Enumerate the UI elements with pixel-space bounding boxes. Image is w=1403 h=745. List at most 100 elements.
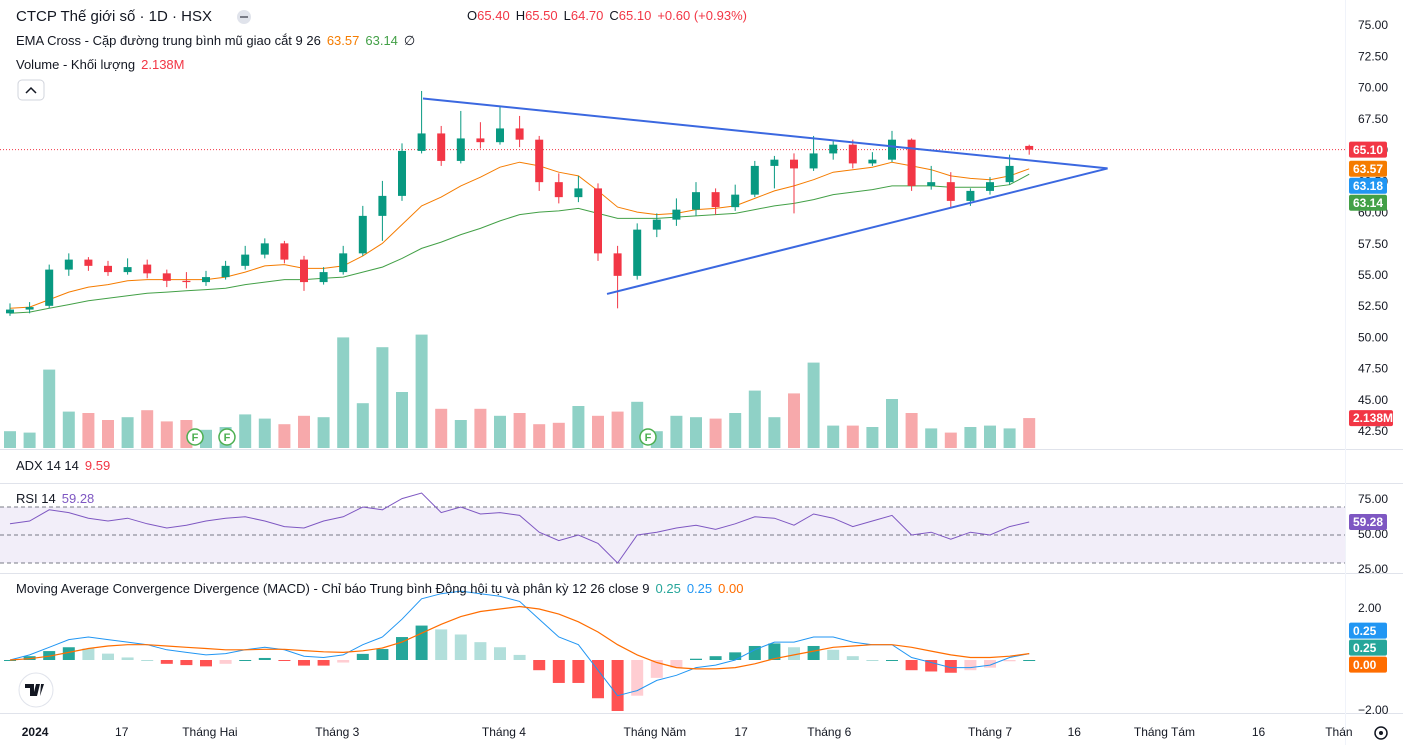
candle-body: [535, 139, 544, 183]
candle-body: [476, 138, 485, 143]
histogram-bar: [317, 660, 330, 666]
candle: [378, 180, 387, 241]
volume-bar: [572, 406, 585, 448]
histogram-bar: [180, 660, 193, 666]
volume-bar: [925, 428, 938, 448]
histogram-bar: [964, 660, 977, 671]
volume-bar: [709, 418, 722, 448]
candle-body: [574, 188, 583, 198]
collapse-icon: [25, 86, 37, 94]
header-line: CTCP Thế giới số · 1D · HSX O65.40 H65.50 L…: [16, 8, 747, 25]
candle-body: [986, 182, 994, 191]
candle: [358, 205, 367, 256]
histogram-bar: [23, 656, 36, 660]
candle: [202, 270, 210, 286]
histogram-bar: [200, 660, 212, 667]
collapse-button[interactable]: [17, 79, 45, 101]
x-tick-label: Tháng 7: [968, 725, 1012, 739]
y-tick-label: 42.50: [1358, 424, 1388, 438]
candle: [829, 140, 838, 160]
volume-bar: [944, 432, 957, 448]
candle-body: [456, 138, 465, 161]
legend-item: O: [467, 8, 477, 23]
candle-body: [437, 133, 446, 161]
volume-bar: [23, 432, 36, 448]
histogram-bar: [846, 656, 859, 660]
tv-logo: [18, 672, 54, 708]
candle-body: [790, 159, 798, 169]
candle: [594, 183, 602, 261]
candle-body: [339, 253, 348, 273]
volume-bar: [846, 425, 859, 448]
legend-item: 59.28: [62, 491, 95, 506]
price-pill-label: 63.14: [1353, 196, 1383, 210]
candle: [496, 105, 504, 145]
price-pill-label: 0.25: [1353, 624, 1377, 638]
legend-item: EMA Cross - Cặp đường trung bình mũ giao…: [16, 33, 321, 48]
y-tick-label: 2.00: [1358, 601, 1382, 615]
volume-legend: Volume - Khối lượng 2.138M: [16, 57, 185, 72]
histogram-bar: [788, 647, 800, 660]
logo-mark: [25, 684, 44, 696]
histogram-bar: [356, 653, 369, 660]
y-tick-label: 75.00: [1358, 492, 1388, 506]
candle: [84, 257, 93, 271]
volume-bar: [239, 414, 252, 448]
histogram-bar: [827, 649, 840, 660]
legend-item: 9.59: [85, 458, 110, 473]
candle: [672, 198, 681, 226]
rsi-line: [9, 492, 1030, 564]
volume-bar: [82, 413, 95, 448]
event-circle: [186, 428, 204, 446]
macd-legend: Moving Average Convergence Divergence (M…: [16, 581, 743, 596]
gear-icon: [1374, 726, 1388, 740]
histogram-bar: [572, 660, 585, 683]
x-tick-label: 17: [734, 725, 748, 739]
volume-bar: [611, 411, 624, 448]
candle: [437, 125, 446, 166]
volume-bar: [670, 415, 683, 448]
legend-item: 0.25: [656, 581, 681, 596]
volume-bar: [160, 421, 173, 448]
signal-line: [9, 605, 1030, 670]
candle-body: [554, 182, 563, 198]
legend-item: Moving Average Convergence Divergence (M…: [16, 581, 650, 596]
histogram-bar: [474, 642, 487, 660]
candle: [6, 303, 14, 316]
rsi-pane: [0, 492, 1345, 564]
candle-body: [888, 139, 896, 160]
candle-body: [398, 150, 406, 196]
volume-bar: [552, 422, 565, 448]
volume-bar: [415, 334, 428, 448]
candle: [260, 238, 269, 259]
candle-body: [829, 144, 838, 154]
legend-item: 63.57: [327, 33, 360, 48]
price-pill-label: 0.00: [1353, 658, 1377, 672]
candle: [986, 177, 994, 195]
event-circle: [218, 428, 236, 446]
volume-bar: [533, 424, 546, 448]
candle-body: [907, 139, 916, 186]
candle-body: [319, 272, 328, 283]
settings-button[interactable]: [1374, 726, 1388, 740]
volume-bar: [690, 417, 702, 448]
candle: [64, 253, 73, 276]
candle: [731, 184, 740, 211]
histogram-bar: [768, 643, 781, 660]
volume-bar: [141, 410, 154, 448]
candle: [45, 264, 54, 309]
candle-body: [946, 182, 955, 201]
candle-body: [64, 259, 73, 270]
volume-bar: [121, 417, 134, 448]
candle-body: [633, 229, 642, 276]
candle: [633, 223, 642, 280]
price-pill: [1349, 514, 1387, 531]
y-tick-label: 75.00: [1358, 18, 1388, 32]
candle-body: [378, 195, 387, 216]
histogram-bar: [219, 660, 232, 664]
histogram-bar: [984, 660, 996, 668]
histogram-bar: [4, 660, 16, 661]
volume-bar: [278, 424, 291, 448]
